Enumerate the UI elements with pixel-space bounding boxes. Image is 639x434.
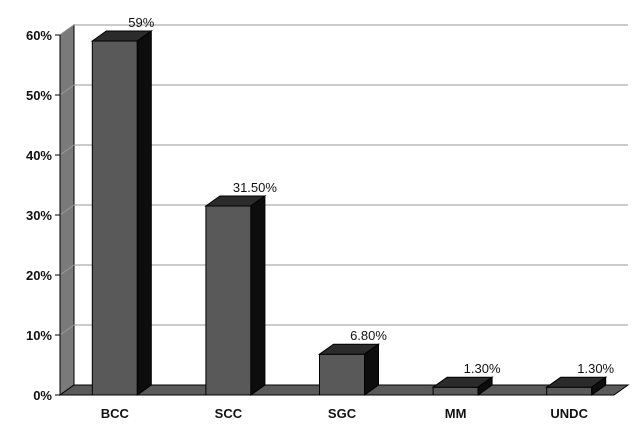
y-tick-label: 0% [33,388,52,403]
data-label: 6.80% [350,328,387,343]
bar-mm [431,376,494,396]
category-label: SCC [215,406,243,421]
bar-side [591,376,607,396]
data-label: 59% [128,15,154,30]
bars [90,30,608,396]
gridline-wall [59,264,75,276]
gridline-wall [59,204,75,216]
bar-bcc [90,30,153,396]
bar-scc [204,195,267,396]
data-label: 1.30% [577,361,614,376]
y-tick-label: 60% [26,28,52,43]
bar-side [250,195,266,396]
bar-undc [545,376,608,396]
bar-side [364,343,379,396]
gridlines [55,24,628,396]
y-tick-label: 30% [26,208,52,223]
gridline-wall [59,84,75,96]
bar-front [205,205,252,396]
y-tick-label: 50% [26,88,52,103]
bar-front [91,40,138,396]
labels: 0% 10% 20% 30% 40% 50% 60% BCC 59% SCC 31.50% SGC 6.… [26,15,615,421]
category-label: SGC [328,406,357,421]
bar-side [136,30,152,396]
gridline-wall [59,144,75,156]
y-tick-label: 10% [26,328,52,343]
bar-side [477,376,493,396]
data-label: 31.50% [233,180,278,195]
gridline-wall [59,24,75,36]
data-label: 1.30% [464,361,501,376]
gridline-wall [59,324,75,336]
bar-front [432,386,479,396]
bar-sgc [317,343,381,396]
bar-front [546,386,593,396]
category-label: MM [445,406,467,421]
category-label: BCC [101,406,130,421]
bar-front [319,353,365,396]
category-label: UNDC [550,406,588,421]
y-tick-label: 20% [26,268,52,283]
y-tick-label: 40% [26,148,52,163]
